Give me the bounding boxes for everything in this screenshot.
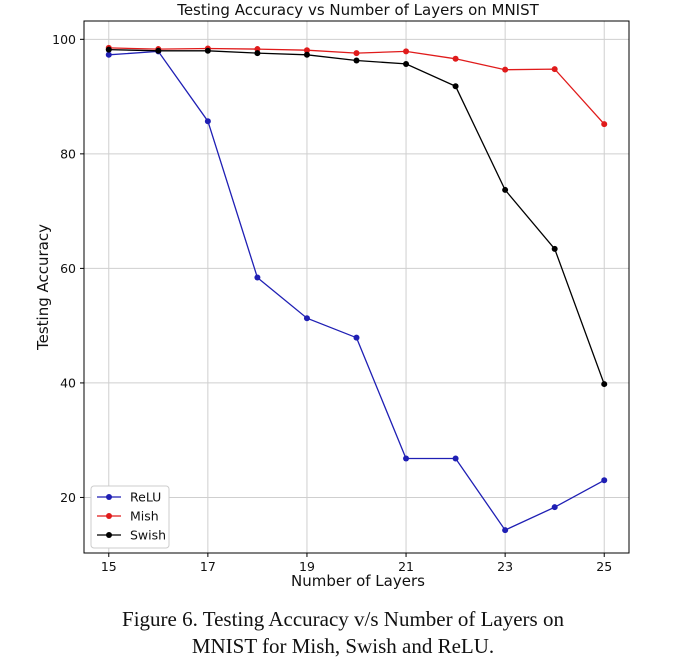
legend-marker-relu xyxy=(106,494,112,500)
data-point-mish xyxy=(551,66,558,73)
data-point-mish xyxy=(353,50,360,57)
data-point-relu xyxy=(403,455,410,462)
data-point-relu xyxy=(601,477,608,484)
x-tick-label: 19 xyxy=(299,559,315,574)
y-tick-label: 80 xyxy=(60,146,76,161)
series-line-relu xyxy=(108,50,605,531)
data-point-swish xyxy=(303,51,310,58)
figure-caption: Figure 6. Testing Accuracy v/s Number of… xyxy=(0,606,686,660)
legend-label-mish: Mish xyxy=(130,509,159,524)
y-tick-label: 60 xyxy=(60,261,76,276)
data-point-mish xyxy=(452,55,459,62)
data-point-swish xyxy=(353,57,360,64)
data-point-relu xyxy=(303,315,310,322)
x-tick-label: 17 xyxy=(200,559,216,574)
data-point-mish xyxy=(502,66,509,73)
plot-area xyxy=(83,20,630,554)
y-tick-label: 20 xyxy=(60,490,76,505)
data-point-relu xyxy=(551,504,558,511)
data-point-relu xyxy=(353,334,360,341)
grid-lines xyxy=(84,21,629,553)
data-point-relu xyxy=(105,51,112,58)
y-tick-label: 100 xyxy=(52,32,76,47)
data-point-mish xyxy=(601,121,608,128)
x-tick-label: 15 xyxy=(101,559,117,574)
legend-item-swish: Swish xyxy=(97,528,166,543)
legend-label-relu: ReLU xyxy=(130,490,161,505)
legend-item-relu: ReLU xyxy=(97,490,161,505)
line-chart: Testing Accuracy vs Number of Layers on … xyxy=(34,1,630,590)
data-point-mish xyxy=(303,47,310,54)
data-point-swish xyxy=(502,186,509,193)
data-point-swish xyxy=(551,245,558,252)
data-point-mish xyxy=(403,48,410,55)
legend-marker-mish xyxy=(106,513,112,519)
x-axis-label: Number of Layers xyxy=(291,572,425,590)
y-tick-label: 40 xyxy=(60,375,76,390)
data-point-swish xyxy=(254,50,261,57)
chart-title: Testing Accuracy vs Number of Layers on … xyxy=(176,1,539,19)
x-axis-ticks: 15 17 19 21 23 25 xyxy=(101,553,612,574)
data-point-relu xyxy=(452,455,459,462)
data-point-swish xyxy=(452,83,459,90)
data-point-relu xyxy=(502,527,509,534)
data-point-swish xyxy=(601,381,608,388)
caption-line-1: Figure 6. Testing Accuracy v/s Number of… xyxy=(122,607,564,631)
y-axis-label: Testing Accuracy xyxy=(34,224,52,351)
legend: ReLU Mish Swish xyxy=(90,485,170,549)
data-point-swish xyxy=(204,47,211,54)
series-group xyxy=(105,44,608,534)
legend-label-swish: Swish xyxy=(130,528,166,543)
data-point-swish xyxy=(155,47,162,54)
series-line-swish xyxy=(108,48,605,385)
legend-item-mish: Mish xyxy=(97,509,159,524)
x-tick-label: 25 xyxy=(596,559,612,574)
data-point-relu xyxy=(254,274,261,281)
caption-line-2: MNIST for Mish, Swish and ReLU. xyxy=(191,634,495,658)
data-point-swish xyxy=(105,46,112,53)
data-point-relu xyxy=(204,118,211,125)
legend-marker-swish xyxy=(106,532,112,538)
y-axis-ticks: 20 40 60 80 100 xyxy=(52,32,84,505)
x-tick-label: 23 xyxy=(497,559,513,574)
data-point-swish xyxy=(403,60,410,67)
x-tick-label: 21 xyxy=(398,559,414,574)
